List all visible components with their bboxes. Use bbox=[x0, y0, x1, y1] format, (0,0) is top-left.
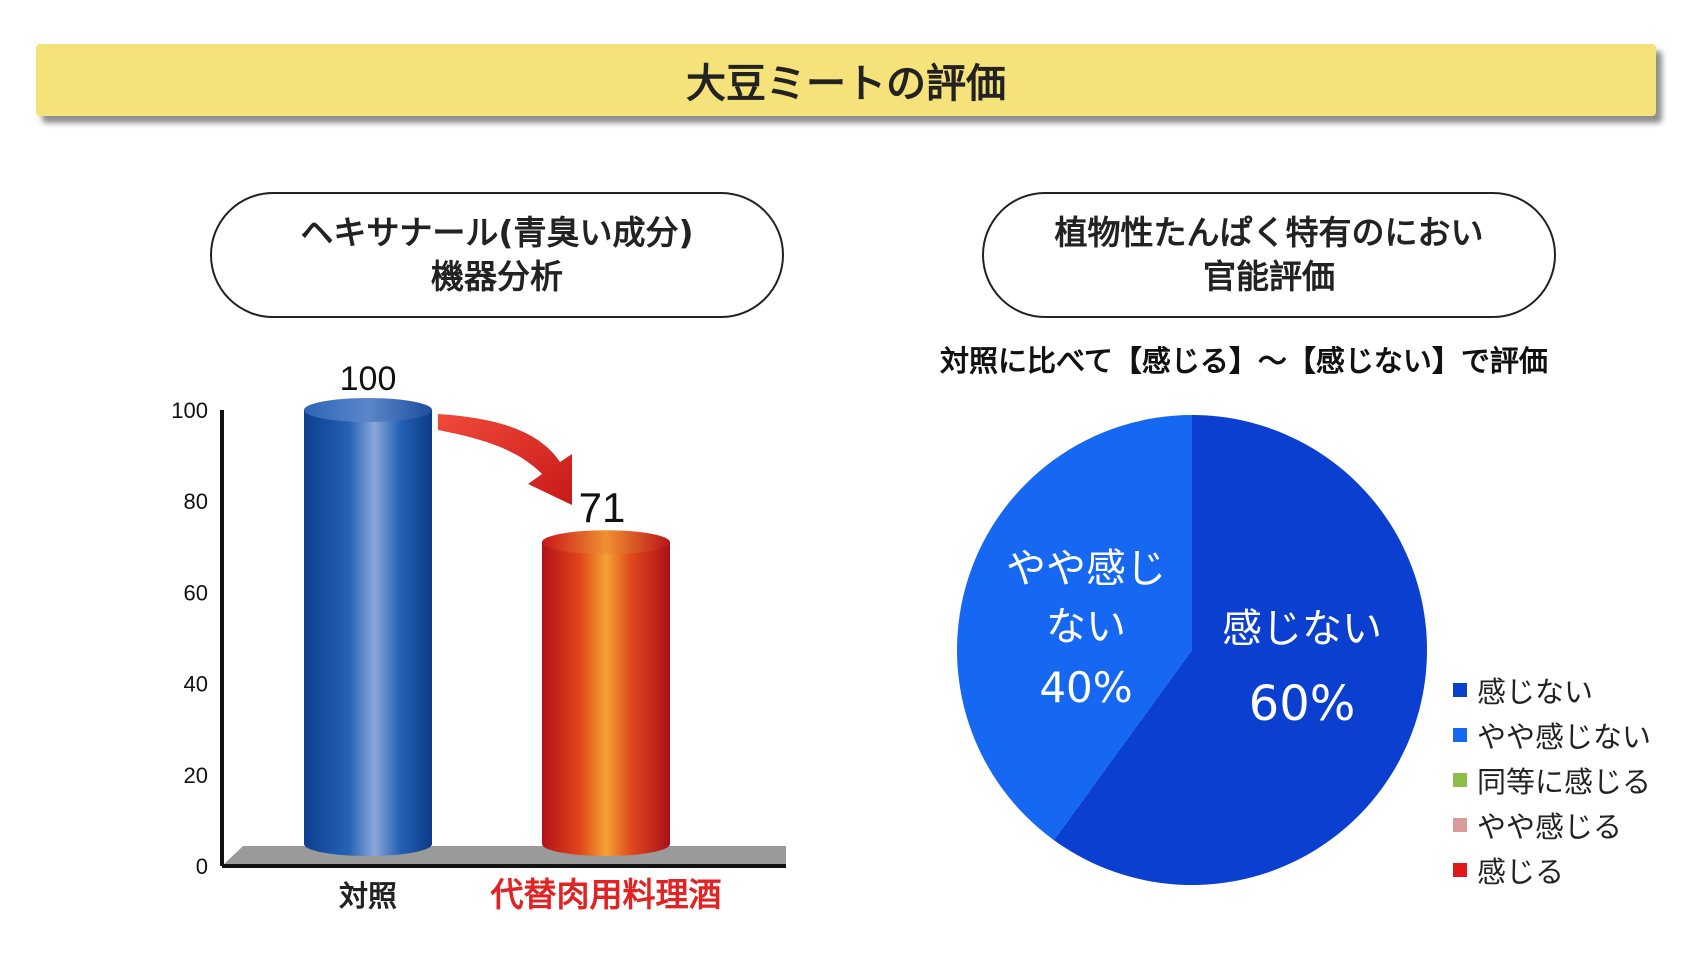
legend-item: 感じない bbox=[1453, 667, 1651, 712]
y-tick-label: 20 bbox=[184, 763, 208, 788]
legend-swatch bbox=[1453, 817, 1467, 832]
legend-item: 感じる bbox=[1453, 847, 1651, 892]
pie-slice-percent: 40% bbox=[1039, 663, 1132, 712]
bar-value-label: 100 bbox=[340, 360, 397, 398]
legend-item: 同等に感じる bbox=[1453, 757, 1651, 802]
legend-label: やや感じる bbox=[1477, 809, 1623, 844]
legend-label: 感じる bbox=[1477, 854, 1565, 889]
bar-value-label: 71 bbox=[579, 484, 626, 531]
bar-chart: 0 20 40 60 80 100 100 対照 71 代替肉用料理酒 bbox=[171, 360, 786, 914]
legend-label: 感じない bbox=[1477, 674, 1594, 709]
y-tick-label: 0 bbox=[196, 854, 208, 879]
pie-slice-percent: 60% bbox=[1249, 676, 1356, 732]
y-tick-label: 80 bbox=[184, 489, 208, 514]
bar-top bbox=[542, 530, 670, 555]
bar-chart-heading-line2: 機器分析 bbox=[431, 257, 563, 296]
legend-swatch bbox=[1453, 727, 1467, 742]
legend-label: 同等に感じる bbox=[1477, 764, 1652, 799]
bar-body bbox=[304, 410, 432, 856]
x-category-label: 対照 bbox=[339, 879, 397, 913]
bar-top bbox=[304, 398, 432, 422]
pie-chart-heading-line2: 官能評価 bbox=[1203, 257, 1335, 296]
decrease-arrow-shape bbox=[438, 414, 572, 505]
pie-slice-label: 感じない bbox=[1222, 606, 1382, 652]
x-category-label: 代替肉用料理酒 bbox=[490, 875, 722, 914]
evaluation-instruction: 対照に比べて【感じる】～【感じない】で評価 bbox=[940, 344, 1548, 378]
page-title: 大豆ミートの評価 bbox=[36, 44, 1656, 116]
bar-body bbox=[542, 542, 670, 856]
bar bbox=[304, 398, 432, 856]
decrease-arrow bbox=[438, 414, 572, 505]
pie-slice-label: ない bbox=[1046, 604, 1126, 650]
pie-slice-label: やや感じ bbox=[1006, 546, 1166, 592]
bar-chart-heading: ヘキサナール(青臭い成分) 機器分析 bbox=[210, 192, 784, 318]
chart-floor bbox=[222, 846, 786, 866]
pie-slice bbox=[957, 415, 1192, 841]
y-tick-label: 100 bbox=[171, 398, 208, 423]
y-tick-label: 60 bbox=[184, 580, 208, 605]
legend-item: やや感じない bbox=[1453, 712, 1651, 757]
pie-chart: 感じない 60% やや感じない 40% bbox=[957, 415, 1427, 885]
pie-slice bbox=[1053, 415, 1427, 885]
legend-swatch bbox=[1453, 772, 1467, 787]
pie-legend: 感じないやや感じない 同等に感じる やや感じる感じる bbox=[1453, 667, 1651, 892]
y-tick-label: 40 bbox=[184, 672, 208, 697]
pie-chart-heading-line1: 植物性たんぱく特有のにおい bbox=[1054, 213, 1484, 252]
legend-swatch bbox=[1453, 682, 1467, 697]
legend-label: やや感じない bbox=[1477, 719, 1652, 754]
legend-item: やや感じる bbox=[1453, 802, 1651, 847]
bar bbox=[542, 530, 670, 856]
bar-chart-heading-line1: ヘキサナール(青臭い成分) bbox=[300, 213, 694, 252]
legend-swatch bbox=[1453, 862, 1467, 877]
pie-chart-heading: 植物性たんぱく特有のにおい 官能評価 bbox=[982, 192, 1556, 318]
